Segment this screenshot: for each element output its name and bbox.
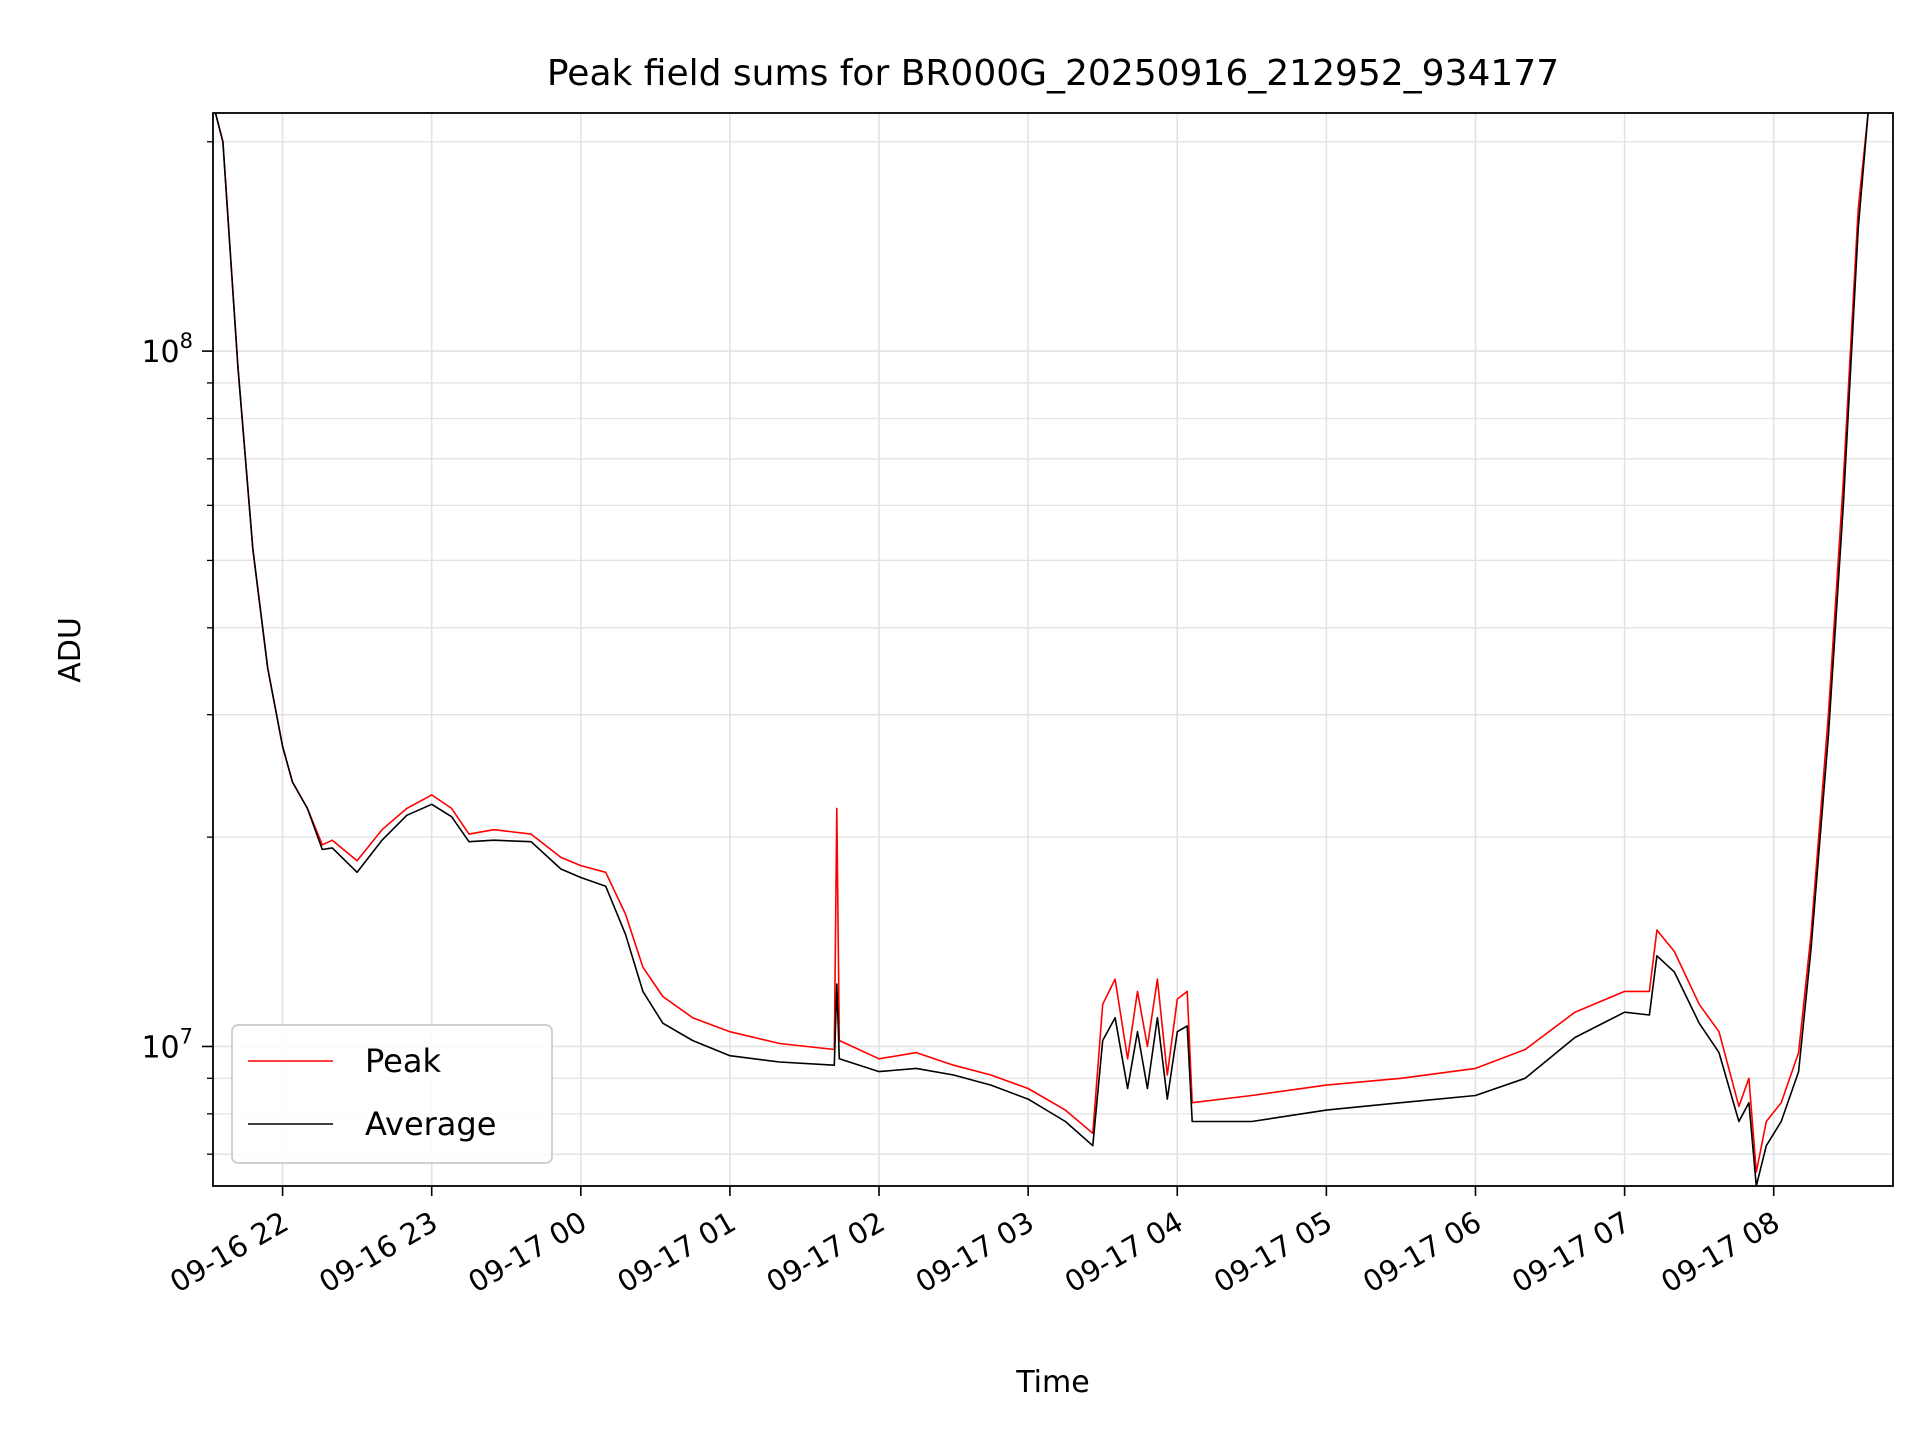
x-axis-label: Time [1015, 1365, 1089, 1400]
chart-title: Peak field sums for BR000G_20250916_2129… [547, 53, 1559, 94]
y-tick-label: 108 [141, 329, 193, 370]
series-layer [214, 113, 1869, 1186]
legend-box [231, 1024, 553, 1164]
series-line-average [214, 113, 1869, 1186]
legend-label-peak: Peak [365, 1042, 441, 1080]
y-tick-label-exponent: 8 [180, 329, 193, 353]
y-axis-label: ADU [53, 617, 88, 683]
series-line-peak [214, 113, 1869, 1173]
y-tick-label-exponent: 7 [180, 1024, 193, 1048]
legend-label-average: Average [365, 1105, 496, 1143]
grid [213, 113, 1893, 1186]
y-tick-label-base: 10 [141, 1030, 179, 1065]
legend: Peak Average [231, 1024, 553, 1164]
y-tick-label: 107 [141, 1024, 193, 1065]
plot-frame [212, 112, 1894, 1187]
y-tick-label-base: 10 [141, 335, 179, 370]
